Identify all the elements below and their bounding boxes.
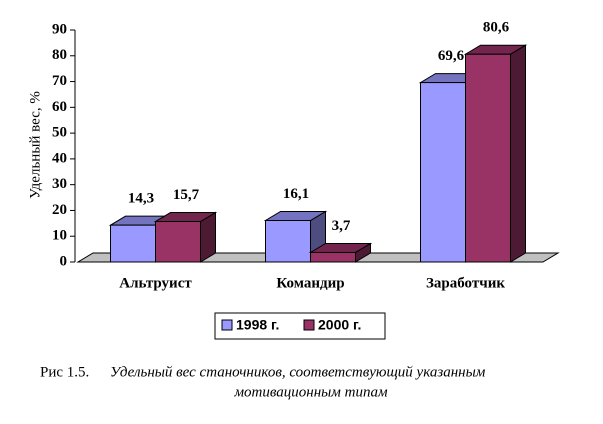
bar bbox=[463, 44, 528, 263]
value-label: 69,6 bbox=[438, 48, 465, 64]
caption-text: мотивационным типам bbox=[233, 384, 388, 400]
bar bbox=[153, 211, 218, 263]
legend-label: 2000 г. bbox=[318, 317, 361, 333]
bar-front bbox=[110, 224, 156, 263]
y-axis-label: Удельный вес, % bbox=[27, 91, 43, 199]
y-tick-label: 80 bbox=[52, 47, 67, 63]
y-tick-label: 60 bbox=[52, 99, 67, 115]
y-tick-label: 90 bbox=[52, 21, 67, 37]
x-tick-label: Заработчик bbox=[426, 275, 505, 291]
bar-front bbox=[310, 251, 356, 263]
caption-text: Удельный вес станочников, соответствующи… bbox=[110, 364, 486, 380]
value-label: 14,3 bbox=[128, 191, 154, 207]
legend-label: 1998 г. bbox=[236, 317, 279, 333]
bar-front bbox=[155, 221, 201, 263]
bar-front bbox=[420, 82, 466, 263]
y-tick-label: 40 bbox=[52, 150, 67, 166]
bar bbox=[308, 242, 373, 263]
y-tick-label: 30 bbox=[52, 176, 67, 192]
legend-swatch bbox=[303, 319, 315, 331]
y-tick-label: 10 bbox=[52, 228, 67, 244]
y-tick-label: 70 bbox=[52, 73, 67, 89]
bar bbox=[263, 210, 328, 263]
value-label: 16,1 bbox=[283, 186, 309, 202]
y-tick-label: 50 bbox=[52, 125, 67, 141]
x-tick-label: Командир bbox=[276, 275, 344, 291]
legend bbox=[214, 312, 386, 340]
bar-front bbox=[265, 219, 311, 263]
value-label: 3,7 bbox=[332, 218, 351, 234]
y-tick-label: 20 bbox=[52, 202, 67, 218]
bar-side bbox=[510, 44, 526, 263]
value-label: 80,6 bbox=[483, 20, 510, 36]
value-label: 15,7 bbox=[173, 187, 200, 203]
caption-label: Рис 1.5. bbox=[40, 364, 89, 380]
legend-swatch bbox=[221, 319, 233, 331]
bar-front bbox=[465, 53, 511, 263]
x-tick-label: Альтруист bbox=[119, 275, 192, 291]
y-tick-label: 0 bbox=[60, 253, 68, 269]
